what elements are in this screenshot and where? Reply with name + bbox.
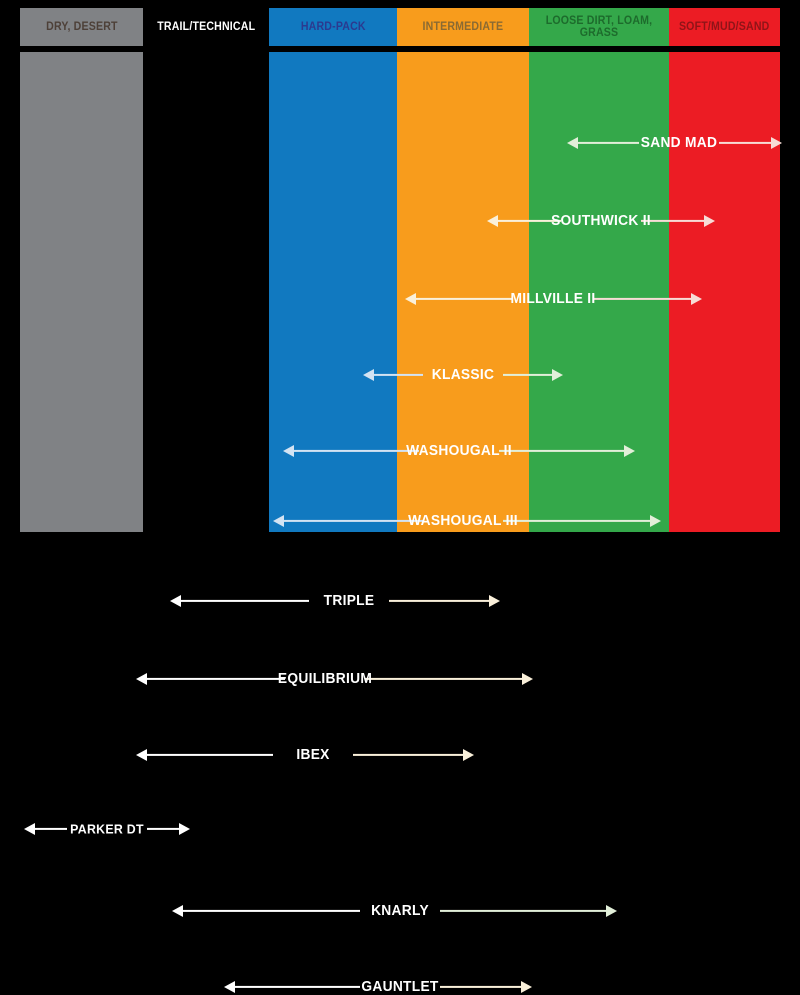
range-line-left bbox=[293, 449, 419, 453]
arrow-head-right bbox=[771, 137, 782, 149]
tire-row[interactable]: WASHOUGAL II bbox=[0, 219, 800, 459]
arrow-head-right bbox=[521, 981, 532, 993]
range-line-right bbox=[499, 449, 625, 453]
range-line-left bbox=[234, 985, 360, 989]
range-line-right bbox=[593, 297, 692, 301]
tire-row[interactable]: TRIPLE bbox=[0, 294, 800, 609]
tire-row[interactable]: GAUNTLET bbox=[0, 487, 800, 995]
terrain-band-2 bbox=[143, 52, 269, 532]
tire-name-text: WASHOUGAL II bbox=[406, 443, 512, 459]
tire-name-text: PARKER DT bbox=[70, 821, 144, 837]
arrow-head-left bbox=[363, 369, 374, 381]
arrow-head-left bbox=[24, 823, 35, 835]
terrain-header-label: DRY, DESERT bbox=[45, 20, 118, 33]
arrow-head-left bbox=[283, 445, 294, 457]
terrain-header-2[interactable]: TRAIL/TECHNICAL bbox=[143, 8, 269, 46]
range-line-left bbox=[180, 599, 309, 603]
range-line-right bbox=[440, 909, 607, 913]
terrain-header-1[interactable]: DRY, DESERT bbox=[20, 8, 143, 46]
arrow-head-left bbox=[273, 515, 284, 527]
tire-name-label: SOUTHWICK II bbox=[541, 213, 660, 229]
range-line-left bbox=[146, 753, 273, 757]
arrow-head-left bbox=[405, 293, 416, 305]
terrain-band-1 bbox=[20, 52, 143, 532]
terrain-header-label: TRAIL/TECHNICAL bbox=[157, 20, 255, 33]
range-line-left bbox=[415, 297, 513, 301]
tire-name-text: SAND MAD bbox=[640, 135, 718, 151]
arrow-head-right bbox=[704, 215, 715, 227]
tire-name-label: SAND MAD bbox=[632, 135, 727, 151]
tire-name-label: WASHOUGAL II bbox=[396, 443, 521, 459]
tire-row[interactable]: KLASSIC bbox=[0, 181, 800, 383]
range-line-right bbox=[503, 373, 553, 377]
tire-name-label: WASHOUGAL III bbox=[398, 513, 528, 529]
terrain-header-5[interactable]: LOOSE DIRT, LOAM, GRASS bbox=[529, 8, 669, 46]
terrain-band-6 bbox=[669, 52, 780, 532]
arrow-head-right bbox=[552, 369, 563, 381]
terrain-header-label: HARD-PACK bbox=[300, 20, 366, 33]
tire-name-text: TRIPLE bbox=[323, 593, 375, 609]
terrain-header-3[interactable]: HARD-PACK bbox=[269, 8, 397, 46]
range-line-left bbox=[577, 141, 639, 145]
tire-name-text: IBEX bbox=[296, 747, 330, 763]
terrain-header-4[interactable]: INTERMEDIATE bbox=[397, 8, 529, 46]
terrain-header-label: INTERMEDIATE bbox=[422, 20, 504, 33]
tire-row[interactable]: IBEX bbox=[0, 371, 800, 763]
arrow-head-right bbox=[606, 905, 617, 917]
range-line-right bbox=[353, 753, 464, 757]
range-line-left bbox=[182, 909, 360, 913]
terrain-header-label: LOOSE DIRT, LOAM, GRASS bbox=[545, 14, 653, 39]
tire-name-text: SOUTHWICK II bbox=[551, 213, 651, 229]
arrow-head-right bbox=[522, 673, 533, 685]
tire-name-label: IBEX bbox=[288, 747, 337, 763]
range-line-right bbox=[503, 519, 651, 523]
arrow-head-left bbox=[170, 595, 181, 607]
range-line-left bbox=[373, 373, 423, 377]
terrain-compatibility-chart: DRY, DESERT TRAIL/TECHNICAL HARD-PACK INTER… bbox=[0, 8, 800, 995]
range-line-left bbox=[497, 219, 561, 223]
tire-name-text: WASHOUGAL III bbox=[408, 513, 518, 529]
arrow-head-left bbox=[487, 215, 498, 227]
tire-name-label: MILLVILLE II bbox=[501, 291, 605, 307]
tire-row[interactable]: KNARLY bbox=[0, 449, 800, 919]
arrow-head-right bbox=[179, 823, 190, 835]
tire-name-text: EQUILIBRIUM bbox=[277, 671, 373, 687]
tire-row[interactable]: MILLVILLE II bbox=[0, 143, 800, 307]
arrow-head-left bbox=[172, 905, 183, 917]
terrain-header-label: SOFT/MUD/SAND bbox=[679, 20, 770, 33]
tire-row[interactable]: SOUTHWICK II bbox=[0, 104, 800, 229]
tire-name-label: KNARLY bbox=[363, 903, 438, 919]
tire-name-label: TRIPLE bbox=[315, 593, 382, 609]
terrain-header-6[interactable]: SOFT/MUD/SAND bbox=[669, 8, 780, 46]
range-line-right bbox=[365, 677, 523, 681]
tire-name-text: KLASSIC bbox=[431, 367, 495, 383]
arrow-head-left bbox=[224, 981, 235, 993]
tire-name-label: PARKER DT bbox=[61, 822, 153, 837]
tire-name-label: EQUILIBRIUM bbox=[268, 671, 381, 687]
range-line-left bbox=[283, 519, 423, 523]
tire-name-text: GAUNTLET bbox=[361, 979, 439, 995]
tire-name-text: MILLVILLE II bbox=[510, 291, 596, 307]
arrow-head-left bbox=[136, 673, 147, 685]
range-line-right bbox=[389, 599, 490, 603]
arrow-head-right bbox=[691, 293, 702, 305]
range-line-right bbox=[641, 219, 705, 223]
arrow-head-right bbox=[463, 749, 474, 761]
arrow-head-right bbox=[650, 515, 661, 527]
arrow-head-right bbox=[624, 445, 635, 457]
arrow-head-left bbox=[136, 749, 147, 761]
tire-name-label: KLASSIC bbox=[423, 367, 503, 383]
tire-row[interactable]: PARKER DT bbox=[0, 408, 800, 837]
range-line-left bbox=[146, 677, 285, 681]
tire-row[interactable]: EQUILIBRIUM bbox=[0, 333, 800, 687]
range-line-right bbox=[719, 141, 772, 145]
tire-name-text: KNARLY bbox=[371, 903, 429, 919]
range-line-right bbox=[440, 985, 522, 989]
tire-row[interactable]: SAND MAD bbox=[0, 65, 800, 151]
tire-name-label: GAUNTLET bbox=[352, 979, 447, 995]
arrow-head-left bbox=[567, 137, 578, 149]
arrow-head-right bbox=[489, 595, 500, 607]
tire-row[interactable]: WASHOUGAL III bbox=[0, 254, 800, 529]
